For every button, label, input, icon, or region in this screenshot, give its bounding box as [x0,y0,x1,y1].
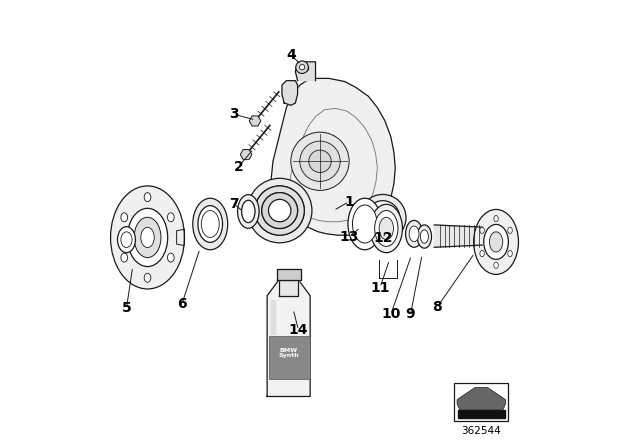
Ellipse shape [494,215,499,222]
Text: 4: 4 [286,47,296,62]
Circle shape [269,199,291,222]
Circle shape [255,186,305,235]
Ellipse shape [484,224,508,259]
Ellipse shape [474,210,518,274]
Circle shape [300,65,305,70]
Polygon shape [276,269,301,280]
Text: 14: 14 [289,323,308,337]
Polygon shape [271,78,396,235]
Circle shape [248,178,312,243]
Text: 3: 3 [229,107,239,121]
Polygon shape [282,81,298,105]
Ellipse shape [168,253,174,262]
Text: 6: 6 [177,297,187,311]
Text: 1: 1 [344,194,354,209]
Ellipse shape [198,206,223,242]
Ellipse shape [144,193,151,202]
Text: 9: 9 [406,307,415,322]
Polygon shape [296,62,316,81]
Ellipse shape [121,253,127,262]
Text: 7: 7 [229,197,239,211]
Ellipse shape [118,227,136,253]
Ellipse shape [490,232,503,252]
Text: 13: 13 [339,229,359,244]
Bar [454,383,508,421]
Ellipse shape [348,198,381,250]
Ellipse shape [111,186,184,289]
Ellipse shape [141,228,154,247]
Ellipse shape [168,213,174,222]
Ellipse shape [237,194,259,228]
Ellipse shape [193,198,228,250]
Ellipse shape [379,217,394,240]
Polygon shape [458,410,504,418]
Circle shape [296,61,308,73]
Ellipse shape [121,213,127,222]
Ellipse shape [420,230,428,243]
Ellipse shape [201,211,219,237]
Ellipse shape [353,205,377,243]
Ellipse shape [134,217,161,258]
Ellipse shape [508,227,512,233]
Polygon shape [279,280,298,296]
Ellipse shape [417,225,431,248]
Ellipse shape [370,204,403,253]
Circle shape [301,65,309,72]
Circle shape [255,186,305,235]
Ellipse shape [242,200,255,223]
Ellipse shape [406,220,422,247]
Circle shape [262,193,298,228]
Ellipse shape [409,226,419,242]
Polygon shape [435,225,482,247]
Circle shape [262,193,298,228]
Ellipse shape [508,250,512,257]
Ellipse shape [121,232,132,247]
Circle shape [365,201,400,235]
Circle shape [300,141,340,181]
Ellipse shape [480,227,484,233]
Text: 11: 11 [371,280,390,295]
Polygon shape [271,300,275,334]
Polygon shape [177,229,184,246]
Text: 5: 5 [122,301,131,315]
Text: 362544: 362544 [461,426,501,436]
Text: 8: 8 [433,300,442,314]
Ellipse shape [480,250,484,257]
Polygon shape [267,280,310,396]
Text: BMW
Synth: BMW Synth [278,348,299,358]
Ellipse shape [127,208,168,267]
Circle shape [309,150,332,172]
Circle shape [360,194,406,241]
Bar [269,336,310,379]
Text: 2: 2 [234,159,243,174]
Text: 12: 12 [373,231,392,246]
Ellipse shape [144,273,151,282]
Ellipse shape [494,262,499,268]
Ellipse shape [253,203,261,220]
Polygon shape [457,388,506,410]
Circle shape [291,132,349,190]
Ellipse shape [374,211,398,246]
Text: 10: 10 [381,307,401,322]
Ellipse shape [396,210,404,225]
